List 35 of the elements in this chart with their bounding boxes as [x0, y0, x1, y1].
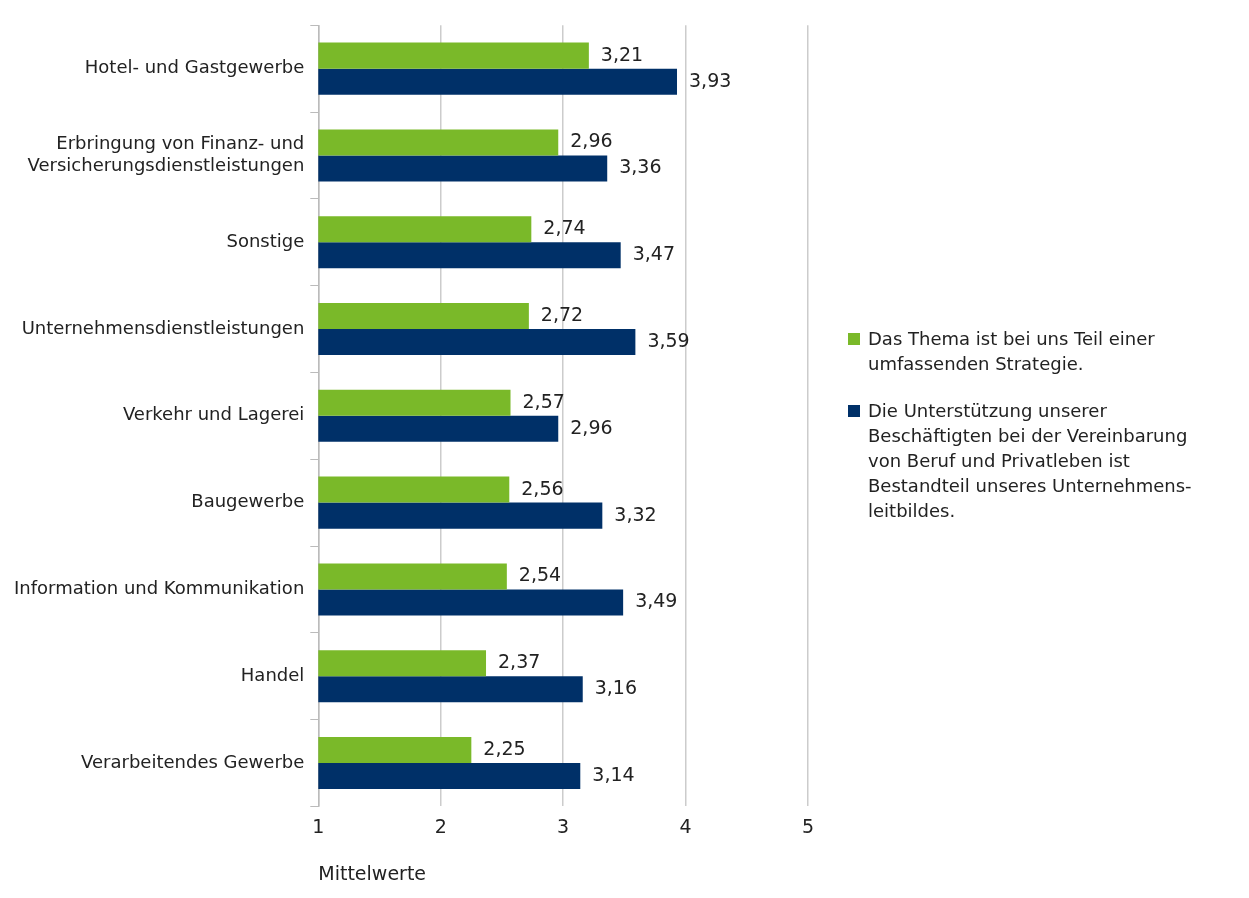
- data-label: 3,14: [592, 762, 635, 785]
- data-label: 2,96: [570, 415, 613, 438]
- legend-label: Die Unterstützung unserer Beschäftigten bei der Vereinbarung von Beruf und Privatleben ist Bestandteil unseres Unternehmens-leitbildes.: [868, 399, 1193, 523]
- data-label: 2,54: [518, 563, 562, 586]
- data-label: 3,93: [689, 68, 732, 91]
- x-tick-label: 1: [312, 814, 325, 837]
- data-label: 2,74: [543, 216, 586, 239]
- data-label: 3,21: [600, 42, 644, 65]
- data-label: 3,49: [635, 589, 678, 612]
- x-tick-label: 4: [679, 814, 692, 837]
- data-label: 3,16: [594, 676, 638, 699]
- y-tick-label: Unternehmensdienstleistungen: [21, 316, 305, 338]
- x-tick-label: 2: [434, 814, 447, 837]
- data-label: 2,96: [570, 129, 613, 152]
- data-label: 3,47: [632, 242, 675, 265]
- y-tick-label: Verarbeitendes Gewerbe: [81, 750, 305, 772]
- data-label: 2,56: [521, 476, 564, 499]
- y-tick-label: Sonstige: [226, 229, 305, 251]
- data-label: 2,72: [540, 302, 584, 325]
- legend-label: Das Thema ist bei uns Teil einer umfassenden Strategie.: [868, 327, 1156, 376]
- y-tick-label: Handel: [240, 663, 305, 685]
- x-tick-label: 5: [801, 814, 815, 837]
- y-tick-label: Baugewerbe: [191, 490, 305, 512]
- y-tick-label: Hotel- und Gastgewerbe: [84, 56, 305, 78]
- data-label: 3,32: [614, 502, 657, 525]
- data-label: 3,59: [647, 328, 690, 351]
- x-tick-label: 3: [557, 814, 570, 837]
- y-tick-label: Erbringung von Finanz- und Versicherungsdienstleistungen: [27, 131, 305, 176]
- y-tick-label: Verkehr und Lagerei: [122, 403, 305, 425]
- data-label: 2,57: [522, 389, 565, 412]
- data-label: 3,36: [619, 155, 662, 178]
- data-label: 2,25: [483, 736, 526, 759]
- x-axis-title: Mittelwerte: [318, 861, 427, 884]
- y-tick-label: Information und Kommunikation: [13, 577, 305, 599]
- data-label: 2,37: [498, 650, 541, 673]
